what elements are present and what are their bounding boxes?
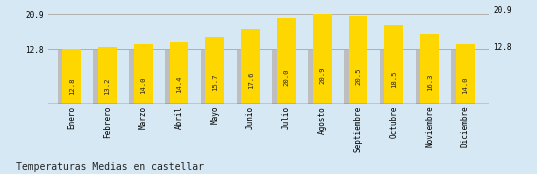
Text: 20.5: 20.5 — [355, 67, 361, 85]
Text: 20.0: 20.0 — [284, 68, 289, 86]
Bar — [237, 50, 244, 104]
Bar — [206, 37, 224, 104]
Bar — [380, 50, 388, 104]
Text: 20.9: 20.9 — [319, 67, 325, 84]
Bar — [349, 16, 367, 104]
Bar — [165, 50, 173, 104]
Bar — [241, 29, 260, 104]
Bar — [93, 50, 101, 104]
Bar — [452, 50, 459, 104]
Bar — [201, 50, 209, 104]
Text: Temperaturas Medias en castellar: Temperaturas Medias en castellar — [16, 162, 204, 172]
Text: 14.4: 14.4 — [176, 76, 182, 93]
Bar — [272, 50, 280, 104]
Bar — [344, 50, 352, 104]
Bar — [62, 49, 81, 104]
Bar — [308, 50, 316, 104]
Text: 14.0: 14.0 — [462, 76, 468, 94]
Text: 16.3: 16.3 — [426, 73, 433, 91]
Text: 13.2: 13.2 — [104, 77, 111, 95]
Bar — [134, 44, 153, 104]
Text: 18.5: 18.5 — [391, 70, 397, 88]
Bar — [277, 18, 296, 104]
Bar — [456, 44, 475, 104]
Bar — [170, 42, 188, 104]
Bar — [384, 25, 403, 104]
Bar — [98, 48, 117, 104]
Text: 17.6: 17.6 — [248, 71, 253, 89]
Text: 12.8: 12.8 — [69, 78, 75, 96]
Text: 15.7: 15.7 — [212, 74, 218, 92]
Bar — [129, 50, 137, 104]
Bar — [57, 50, 66, 104]
Bar — [416, 50, 424, 104]
Bar — [420, 34, 439, 104]
Text: 14.0: 14.0 — [140, 76, 146, 94]
Bar — [313, 14, 331, 104]
